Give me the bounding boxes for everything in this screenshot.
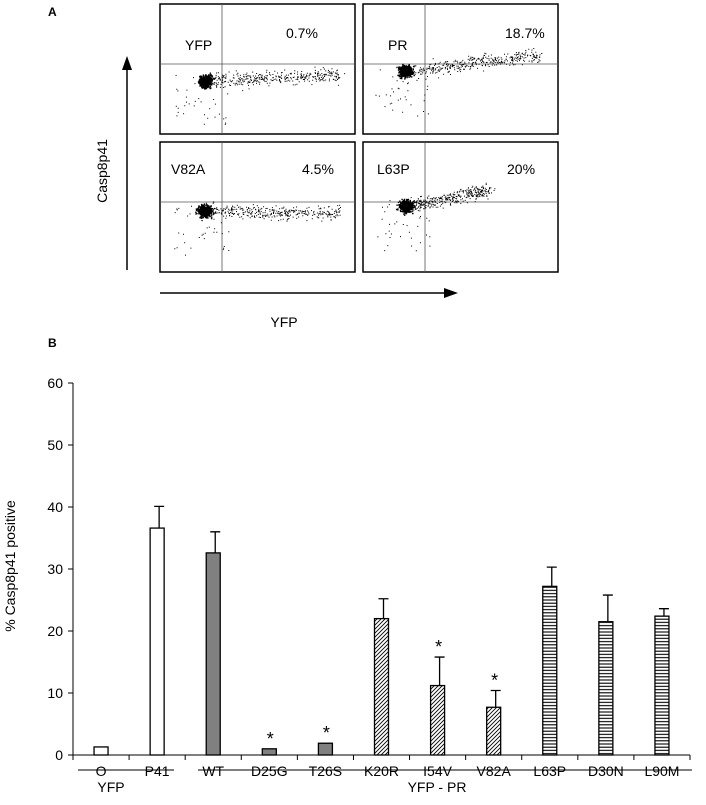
panel-b-label: B [48, 336, 57, 350]
plot-label: YFP [185, 37, 212, 53]
y-axis-ticks: 0 10 20 30 40 50 60 [47, 375, 73, 763]
error-bar [378, 598, 389, 619]
error-bar [602, 594, 613, 622]
x-tick-label: K20R [364, 763, 399, 779]
plot-percent: 18.7% [505, 25, 545, 41]
error-bar [490, 689, 501, 708]
x-tick-label: T26S [309, 763, 342, 779]
bar-l90m [654, 615, 670, 756]
x-tick-label: O [96, 763, 107, 779]
plot-percent: 20% [507, 161, 535, 177]
y-tick-label: 10 [47, 685, 63, 701]
x-axis-label-a: YFP [270, 314, 297, 330]
error-bar [658, 608, 669, 617]
bar-l63p [542, 585, 558, 756]
x-tick-label: I54V [423, 763, 452, 779]
significance-star: * [435, 637, 442, 657]
plot-label: V82A [171, 161, 206, 177]
bar-d30n [598, 621, 614, 756]
x-tick-label: V82A [477, 763, 512, 779]
y-tick-label: 20 [47, 623, 63, 639]
y-tick-label: 60 [47, 375, 63, 391]
y-tick-label: 40 [47, 499, 63, 515]
significance-star: * [323, 723, 330, 743]
flow-plot-v82a: V82A 4.5% [159, 141, 356, 273]
error-bar [434, 656, 445, 686]
plot-frame [362, 141, 559, 273]
x-tick-label: D25G [251, 763, 288, 779]
scatter-dots [175, 66, 346, 125]
bar-d25g [261, 748, 277, 756]
group-bracket-yfp: YFP [78, 769, 174, 795]
group-label-yfp: YFP [97, 779, 124, 795]
plot-label: PR [388, 37, 407, 53]
scatter-dots [377, 182, 496, 252]
x-tick-label: L90M [644, 763, 679, 779]
plot-label: L63P [377, 161, 410, 177]
y-tick-label: 30 [47, 561, 63, 577]
bar-t26s [317, 742, 334, 756]
plot-frame [159, 3, 356, 135]
x-tick-label: L63P [533, 763, 566, 779]
group-bracket-yfp-pr: YFP - PR [198, 769, 692, 795]
y-tick-label: 0 [55, 747, 63, 763]
plot-percent: 0.7% [286, 25, 318, 41]
bar-p41 [149, 527, 165, 756]
flow-plot-l63p: L63P 20% [362, 141, 559, 273]
bar-i54v [429, 684, 446, 756]
bar-o [93, 746, 109, 756]
significance-star: * [267, 729, 274, 749]
x-axis-arrow [160, 288, 458, 298]
plot-percent: 4.5% [302, 161, 334, 177]
bar-k20r [373, 617, 390, 756]
x-tick-label: WT [202, 763, 224, 779]
bar-wt [205, 552, 221, 756]
flow-plot-pr: PR 18.7% [362, 3, 559, 135]
y-tick-label: 50 [47, 437, 63, 453]
x-tick-label: P41 [145, 763, 170, 779]
plot-frame [159, 141, 356, 273]
y-axis-title: % Casp8p41 positive [2, 500, 18, 632]
y-axis-arrow [122, 56, 132, 270]
significance-star: * [491, 671, 498, 691]
error-bar [546, 566, 557, 587]
group-label-yfp-pr: YFP - PR [408, 779, 467, 795]
error-bar [154, 505, 165, 529]
bars: * * * * [93, 505, 670, 756]
bar-v82a [486, 706, 502, 756]
x-axis-ticks: O P41 WT D25G T26S K20R I54V V82A L63P D30N L90M [72, 755, 691, 779]
y-axis-label-a: Casp8p41 [94, 139, 110, 203]
error-bar [210, 531, 221, 553]
x-tick-label: D30N [588, 763, 624, 779]
panel-a-label: A [48, 5, 57, 19]
flow-plot-yfp: YFP 0.7% [159, 3, 356, 135]
